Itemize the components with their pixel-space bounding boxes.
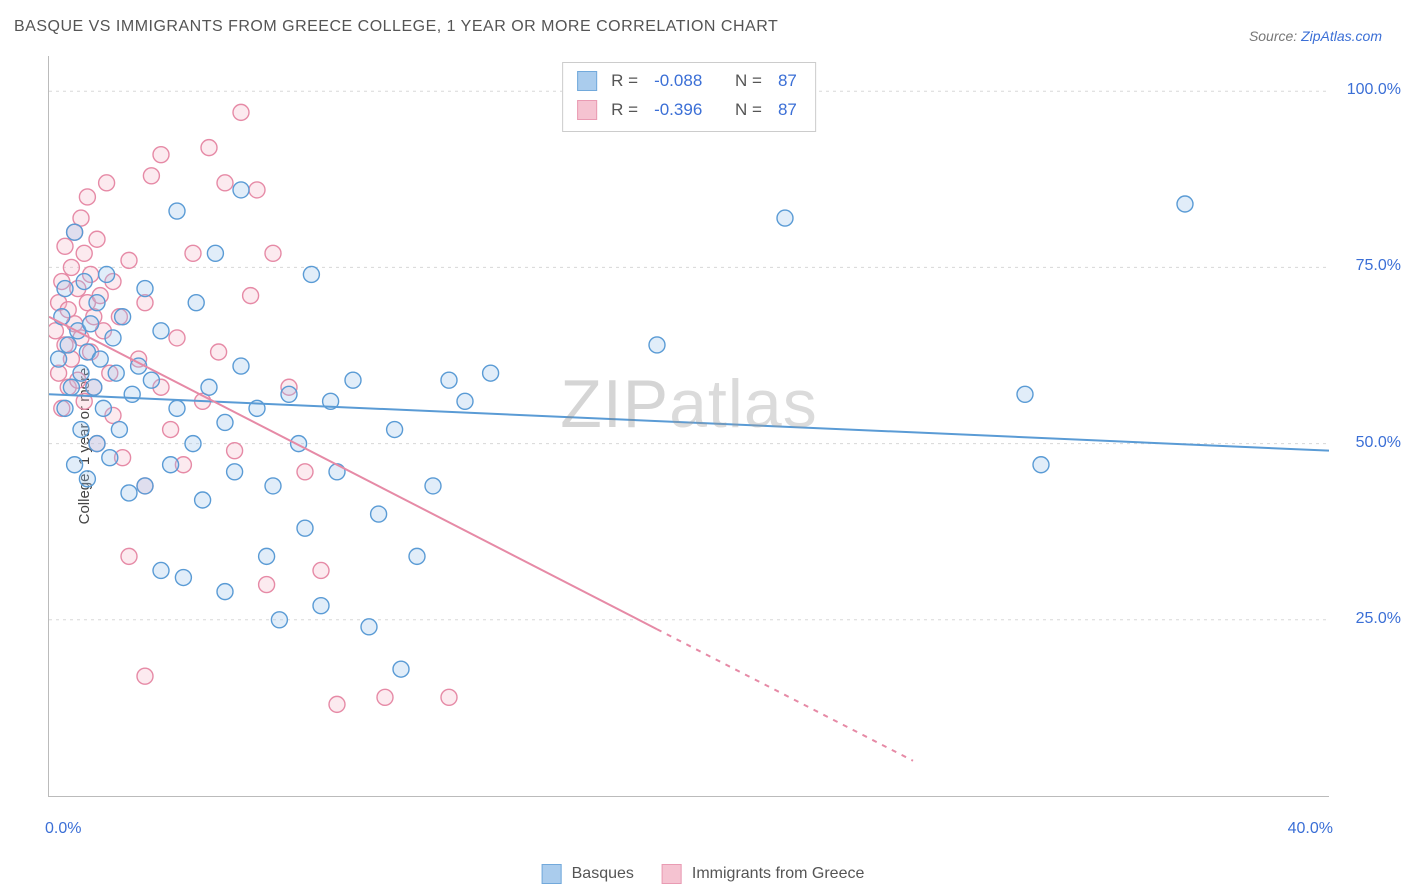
stats-legend: R = -0.088 N = 87 R = -0.396 N = 87 <box>562 62 816 132</box>
legend-label-greece: Immigrants from Greece <box>692 865 864 883</box>
stats-N-label: N = <box>735 67 762 96</box>
stats-row-basques: R = -0.088 N = 87 <box>577 67 801 96</box>
source-link[interactable]: ZipAtlas.com <box>1301 28 1382 44</box>
swatch-basques <box>542 864 562 884</box>
swatch-greece <box>577 100 597 120</box>
legend-label-basques: Basques <box>572 865 634 883</box>
swatch-basques <box>577 71 597 91</box>
x-tick-max: 40.0% <box>1288 820 1333 838</box>
stats-N-basques: 87 <box>778 67 797 96</box>
stats-R-label: R = <box>611 96 638 125</box>
y-tick-label: 25.0% <box>1356 610 1401 628</box>
stats-N-greece: 87 <box>778 96 797 125</box>
stats-R-label: R = <box>611 67 638 96</box>
legend-item-greece: Immigrants from Greece <box>662 864 864 884</box>
chart-title: BASQUE VS IMMIGRANTS FROM GREECE COLLEGE… <box>14 18 778 36</box>
swatch-greece <box>662 864 682 884</box>
plot-area: ZIPatlas R = -0.088 N = 87 R = -0.396 N … <box>48 56 1329 797</box>
legend-item-basques: Basques <box>542 864 634 884</box>
source-prefix: Source: <box>1249 28 1301 44</box>
y-tick-label: 75.0% <box>1356 257 1401 275</box>
stats-R-basques: -0.088 <box>654 67 702 96</box>
x-tick-min: 0.0% <box>45 820 81 838</box>
stats-row-greece: R = -0.396 N = 87 <box>577 96 801 125</box>
y-tick-label: 100.0% <box>1347 81 1401 99</box>
stats-R-greece: -0.396 <box>654 96 702 125</box>
y-tick-label: 50.0% <box>1356 434 1401 452</box>
stats-N-label: N = <box>735 96 762 125</box>
source-attribution: Source: ZipAtlas.com <box>1249 28 1382 44</box>
bottom-legend: Basques Immigrants from Greece <box>542 864 865 884</box>
scatter-chart <box>49 56 1329 796</box>
